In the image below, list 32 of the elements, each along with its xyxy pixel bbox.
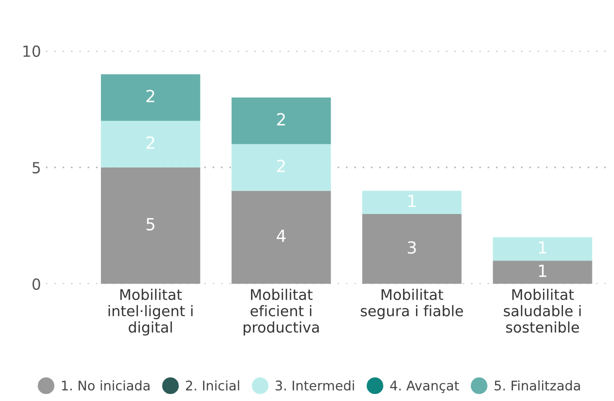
x-tick-label: Mobilitat eficient i productiva — [244, 288, 319, 336]
bar — [232, 144, 331, 191]
bar — [100, 167, 200, 284]
bar — [100, 120, 200, 168]
data-label: 2 — [146, 136, 154, 149]
data-label: 5 — [146, 218, 154, 230]
legend-label: 1. No iniciada — [62, 380, 150, 391]
data-label: 2 — [277, 160, 285, 172]
x-tick-label: Mobilitat intel·ligent i digital — [108, 288, 193, 336]
data-label: 1 — [539, 264, 546, 277]
y-tick-label: 0 — [32, 278, 40, 290]
data-label: 2 — [146, 90, 154, 102]
bar — [492, 260, 592, 284]
bar — [362, 214, 462, 284]
y-tick-label: 5 — [32, 162, 40, 174]
y-tick-label: 10 — [23, 45, 40, 57]
legend-label: 3. Intermedi — [276, 380, 354, 391]
data-label: 4 — [276, 230, 286, 242]
legend-label: 5. Finalitzada — [494, 380, 580, 391]
bar — [232, 98, 331, 144]
bar — [492, 237, 592, 261]
data-label: 1 — [539, 241, 546, 254]
bar — [232, 190, 331, 284]
data-label: 3 — [408, 241, 416, 254]
legend-label: 2. Inicial — [186, 380, 240, 391]
legend-label: 4. Avançat — [390, 380, 459, 393]
x-tick-label: Mobilitat saludable i sostenible — [504, 288, 581, 333]
data-label: 1 — [408, 194, 416, 207]
bar — [362, 190, 462, 214]
data-label: 2 — [277, 113, 285, 126]
bar — [100, 74, 200, 121]
x-tick-label: Mobilitat segura i fiable — [360, 288, 463, 320]
